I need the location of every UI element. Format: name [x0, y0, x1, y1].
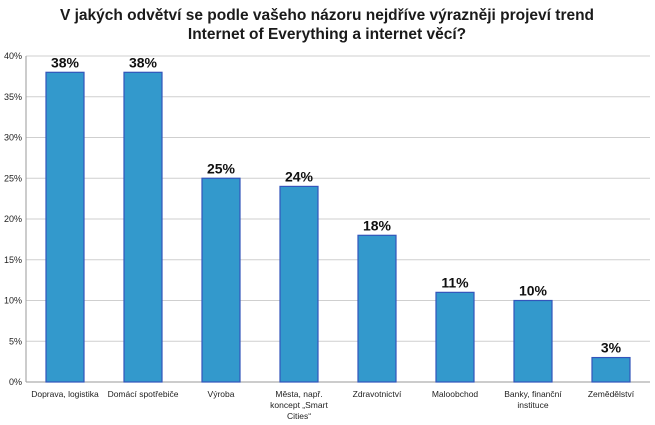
y-tick-label: 30% — [4, 133, 22, 143]
bar — [435, 291, 475, 383]
x-category-label: Maloobchod — [432, 389, 479, 399]
chart-title: V jakých odvětví se podle vašeho názoru … — [60, 7, 594, 43]
x-category-label: Zdravotnictví — [353, 389, 402, 399]
data-label: 38% — [51, 54, 80, 70]
gridlines — [25, 55, 650, 383]
x-category-label: Města, např. — [275, 389, 322, 399]
bars — [45, 71, 631, 383]
x-category-label: Zemědělství — [588, 389, 635, 399]
data-labels: 38% 38% 25% 24% 18% 11% 10% 3% — [51, 54, 622, 355]
y-tick-label: 10% — [4, 296, 22, 306]
chart-title-line: Internet of Everything a internet věcí? — [188, 26, 466, 43]
y-tick-label: 25% — [4, 173, 22, 183]
x-category-label: Domácí spotřebiče — [108, 389, 179, 399]
bar — [123, 71, 163, 383]
bar — [201, 177, 241, 383]
bar — [513, 299, 553, 383]
data-label: 3% — [601, 340, 622, 356]
x-axis-category-labels: Doprava, logistika Domácí spotřebiče Výrob… — [31, 389, 635, 421]
data-label: 38% — [129, 54, 158, 70]
y-tick-label: 0% — [9, 377, 22, 387]
y-tick-label: 40% — [4, 51, 22, 61]
x-category-label: Doprava, logistika — [31, 389, 99, 399]
y-tick-label: 5% — [9, 336, 22, 346]
bar — [45, 71, 85, 383]
data-label: 24% — [285, 168, 314, 184]
bar — [279, 185, 319, 383]
x-category-label: koncept „Smart — [270, 400, 328, 410]
x-category-label: instituce — [517, 400, 548, 410]
y-axis-tick-labels: 0% 5% 10% 15% 20% 25% 30% 35% 40% — [4, 51, 22, 387]
data-label: 10% — [519, 283, 548, 299]
bar — [591, 356, 631, 383]
data-label: 11% — [441, 274, 469, 290]
y-tick-label: 15% — [4, 255, 22, 265]
data-label: 18% — [363, 217, 392, 233]
data-label: 25% — [207, 160, 236, 176]
bar — [357, 234, 397, 383]
y-tick-label: 20% — [4, 214, 22, 224]
chart-title-line: V jakých odvětví se podle vašeho názoru … — [60, 7, 594, 24]
x-category-label: Cities“ — [287, 411, 311, 421]
y-tick-label: 35% — [4, 92, 22, 102]
x-category-label: Banky, finanční — [504, 389, 562, 399]
x-category-label: Výroba — [208, 389, 235, 399]
